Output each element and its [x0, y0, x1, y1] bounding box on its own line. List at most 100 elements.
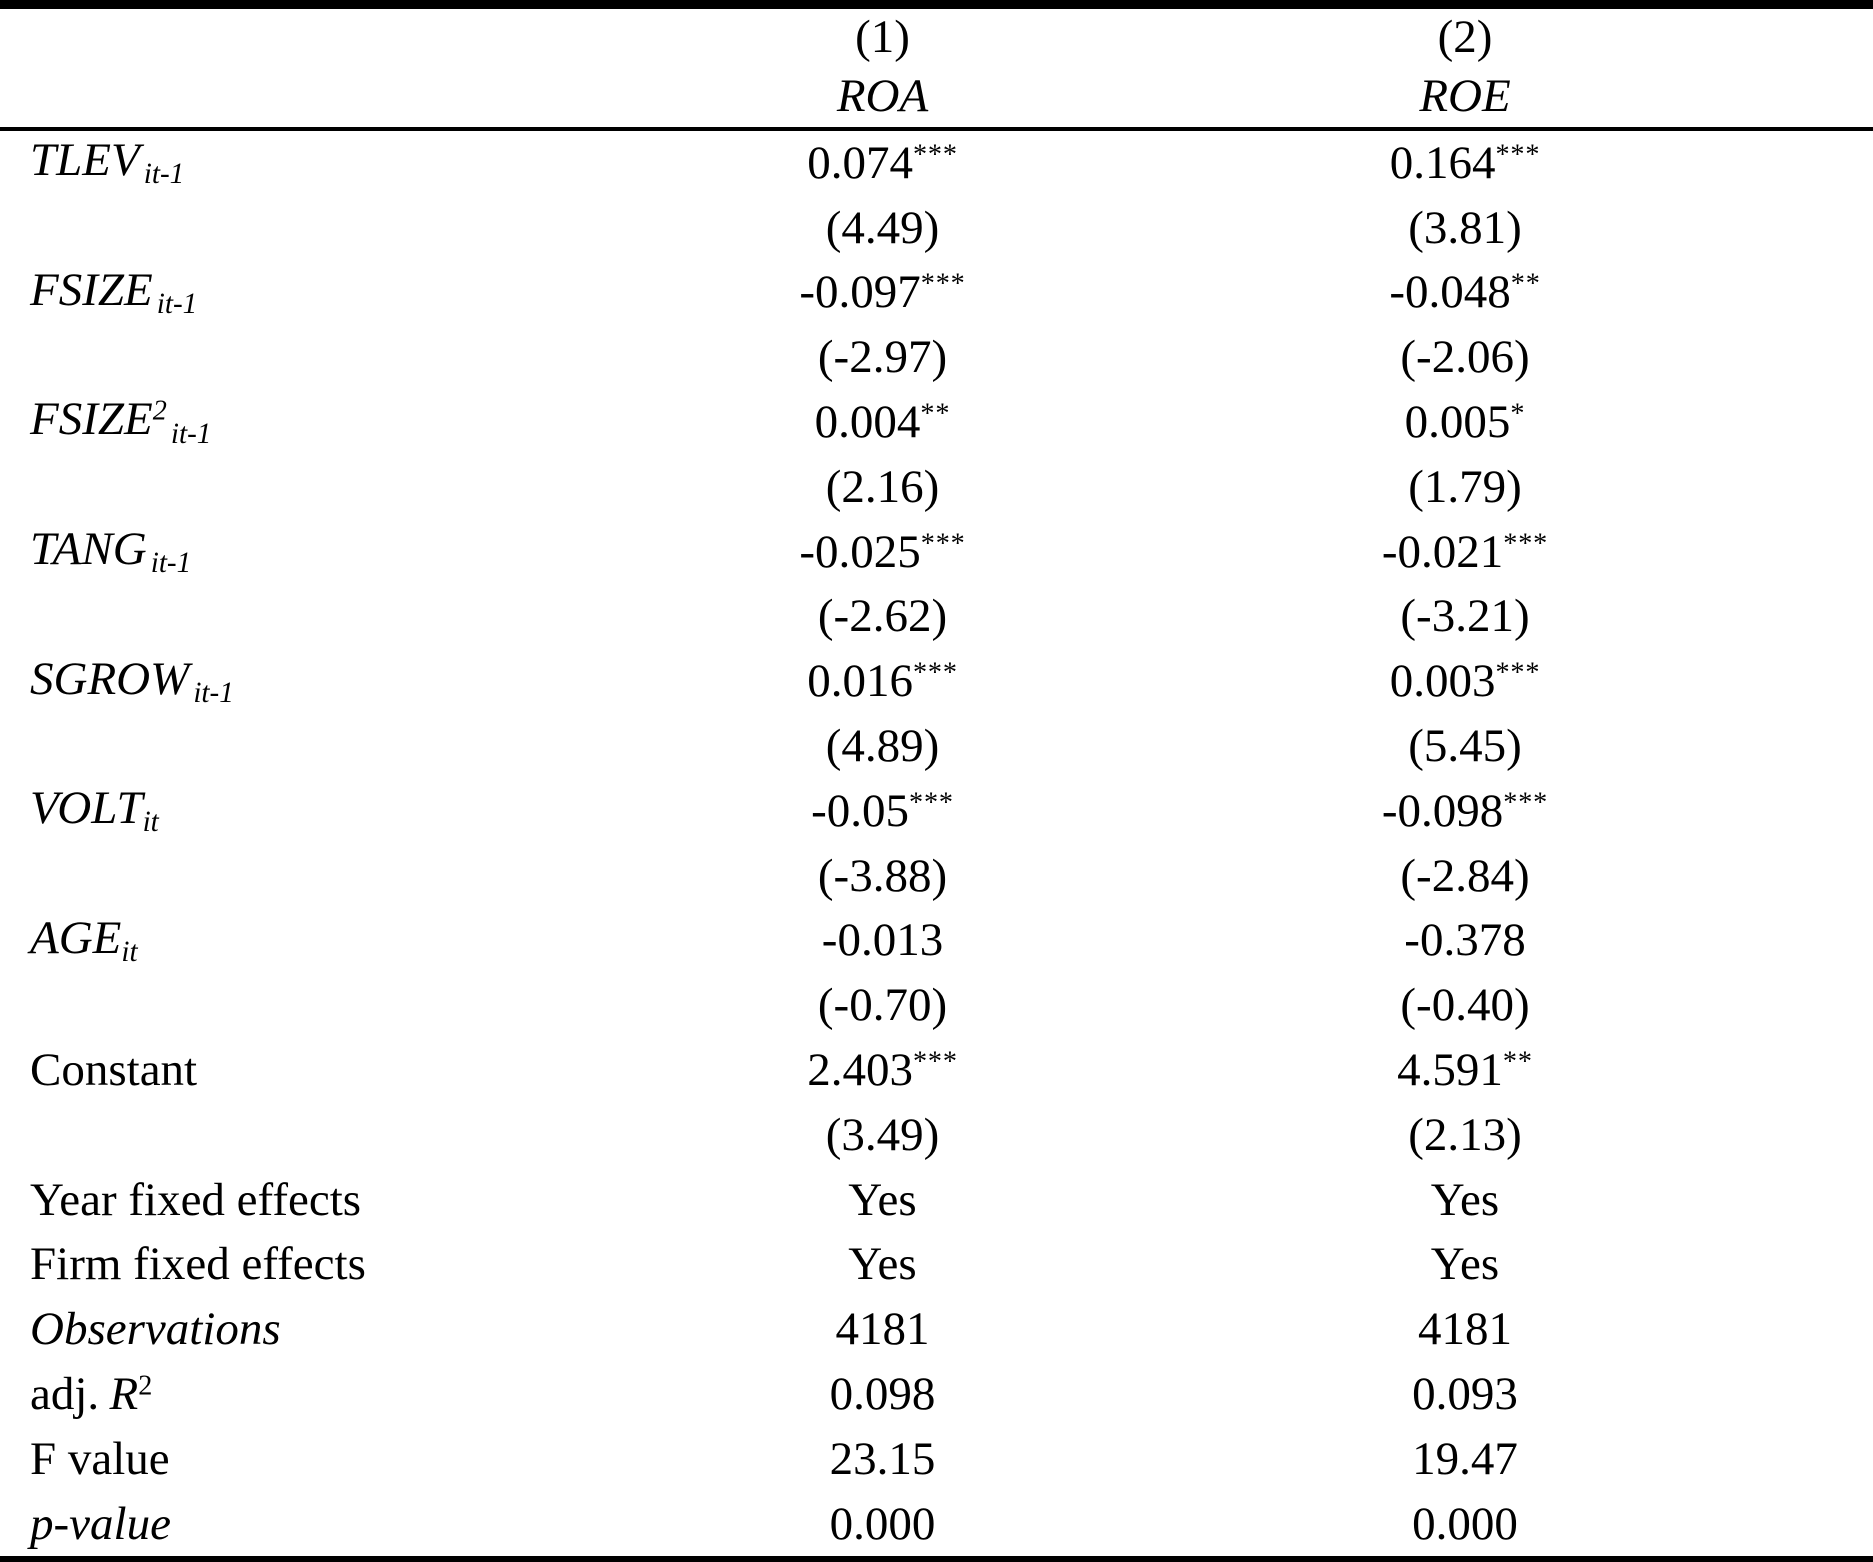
t-stat: (-3.21) [1400, 590, 1530, 643]
coef-value: -0.05 [811, 784, 910, 837]
t-stat: (4.49) [825, 201, 940, 254]
significance-stars: *** [912, 1046, 958, 1078]
t-stat: (-0.40) [1400, 979, 1530, 1032]
coef-value: 4.591 [1397, 1044, 1503, 1097]
summary-value: Yes [848, 1173, 917, 1226]
table-row: (4.89) (5.45) [0, 714, 1873, 779]
t-stat: (4.89) [825, 720, 940, 773]
row-label-sgrow: SGROW it-1 [0, 655, 595, 709]
coef-value: -0.098 [1381, 784, 1504, 837]
significance-stars: ** [920, 398, 951, 430]
header-dependent-variables: ROA ROE [0, 66, 1873, 127]
row-label-firm-fe: Firm fixed effects [30, 1238, 366, 1291]
coef-cell: -0.025*** [595, 525, 1170, 578]
significance-stars: ** [1510, 268, 1541, 300]
t-stat: (3.49) [825, 1108, 940, 1161]
table-row: (-3.88) (-2.84) [0, 844, 1873, 909]
row-label-year-fe: Year fixed effects [30, 1173, 362, 1226]
significance-stars: *** [909, 787, 954, 819]
variable-name: FSIZE [30, 393, 153, 446]
t-stat: (-3.88) [817, 849, 948, 902]
table-row: SGROW it-1 0.016*** 0.003*** [0, 649, 1873, 714]
summary-value: 0.098 [829, 1368, 936, 1421]
model-2-depvar: ROE [1419, 70, 1511, 122]
row-label-age: AGEit [0, 911, 595, 968]
table-row: VOLTit -0.05*** -0.098*** [0, 779, 1873, 844]
coef-value: -0.097 [799, 266, 921, 319]
summary-value: 0.093 [1412, 1368, 1518, 1421]
table-row: Constant 2.403*** 4.591** [0, 1038, 1873, 1103]
table-row: adj. R2 0.098 0.093 [0, 1362, 1873, 1427]
variable-name: TLEV [30, 134, 140, 187]
header-rule [0, 127, 1873, 131]
table-row: (-0.70) (-0.40) [0, 973, 1873, 1038]
t-stat: (-0.70) [817, 979, 948, 1032]
coef-cell: 0.003*** [1170, 658, 1760, 705]
t-stat: (-2.62) [817, 590, 948, 643]
t-stat: (-2.06) [1400, 331, 1530, 384]
row-label-observations: Observations [30, 1303, 281, 1356]
coef-value: -0.378 [1404, 914, 1526, 967]
summary-value: 0.000 [1412, 1497, 1518, 1550]
summary-value: 0.000 [829, 1497, 936, 1550]
significance-stars: *** [1495, 657, 1541, 689]
coef-value: -0.025 [799, 525, 921, 578]
row-label-fsize: FSIZE it-1 [0, 263, 595, 320]
coef-value: 2.403 [807, 1044, 913, 1097]
significance-stars: *** [1503, 787, 1549, 819]
t-stat: (2.13) [1408, 1108, 1522, 1161]
row-label-fsize-squared: FSIZE2it-1 [0, 396, 595, 448]
summary-value: Yes [1430, 1173, 1500, 1226]
variable-subscript: it-1 [156, 288, 198, 320]
significance-stars: *** [920, 268, 966, 300]
header-model-numbers: (1) (2) [0, 9, 1873, 66]
significance-stars: *** [912, 139, 958, 171]
significance-stars: ** [1502, 1046, 1533, 1078]
table-row: TLEV it-1 0.074*** 0.164*** [0, 131, 1873, 196]
table-row: F value 23.15 19.47 [0, 1427, 1873, 1492]
significance-stars: *** [1503, 528, 1549, 560]
r-symbol: R [109, 1368, 139, 1421]
table-row: Observations 4181 4181 [0, 1297, 1873, 1362]
summary-value: 4181 [835, 1303, 930, 1356]
coef-cell: 0.074*** [595, 136, 1170, 189]
variable-name: FSIZE [30, 263, 153, 316]
variable-name: TANG [30, 523, 147, 576]
summary-value: Yes [848, 1238, 917, 1291]
summary-value: 23.15 [829, 1432, 936, 1485]
coef-value: 0.003 [1389, 655, 1496, 708]
variable-subscript: it [121, 935, 138, 968]
variable-subscript: it-1 [170, 417, 212, 450]
table-row: AGEit -0.013 -0.378 [0, 909, 1873, 974]
coef-cell: 0.016*** [595, 658, 1170, 705]
significance-stars: *** [912, 657, 958, 689]
table-row: (3.49) (2.13) [0, 1103, 1873, 1168]
coef-cell: -0.021*** [1170, 528, 1760, 576]
coef-value: -0.048 [1389, 266, 1511, 319]
table-row: (2.16) (1.79) [0, 455, 1873, 520]
table-row: Firm fixed effects Yes Yes [0, 1233, 1873, 1298]
coef-value: 0.074 [807, 136, 913, 189]
coef-cell: -0.013 [595, 917, 1170, 964]
table-row: (-2.97) (-2.06) [0, 325, 1873, 390]
coef-value: 0.004 [814, 396, 921, 449]
adj-prefix: adj. [30, 1368, 100, 1421]
coef-cell: -0.098*** [1170, 784, 1760, 837]
t-stat: (3.81) [1408, 201, 1522, 254]
row-label-adj-r2: adj. R2 [0, 1371, 595, 1418]
variable-name: AGE [30, 911, 122, 964]
coef-cell: -0.05*** [595, 784, 1170, 837]
variable-name: Constant [30, 1044, 198, 1097]
variable-subscript: it-1 [150, 547, 192, 580]
coef-cell: -0.378 [1170, 917, 1760, 964]
coef-cell: 0.164*** [1170, 136, 1760, 189]
table-row: Year fixed effects Yes Yes [0, 1168, 1873, 1233]
coef-cell: -0.048** [1170, 269, 1760, 316]
table-row: (-2.62) (-3.21) [0, 585, 1873, 650]
coef-value: 0.016 [807, 655, 913, 708]
significance-stars: *** [1495, 139, 1541, 171]
coef-value: 0.164 [1389, 136, 1496, 189]
variable-subscript: it-1 [193, 676, 234, 709]
variable-name: VOLT [30, 782, 143, 835]
